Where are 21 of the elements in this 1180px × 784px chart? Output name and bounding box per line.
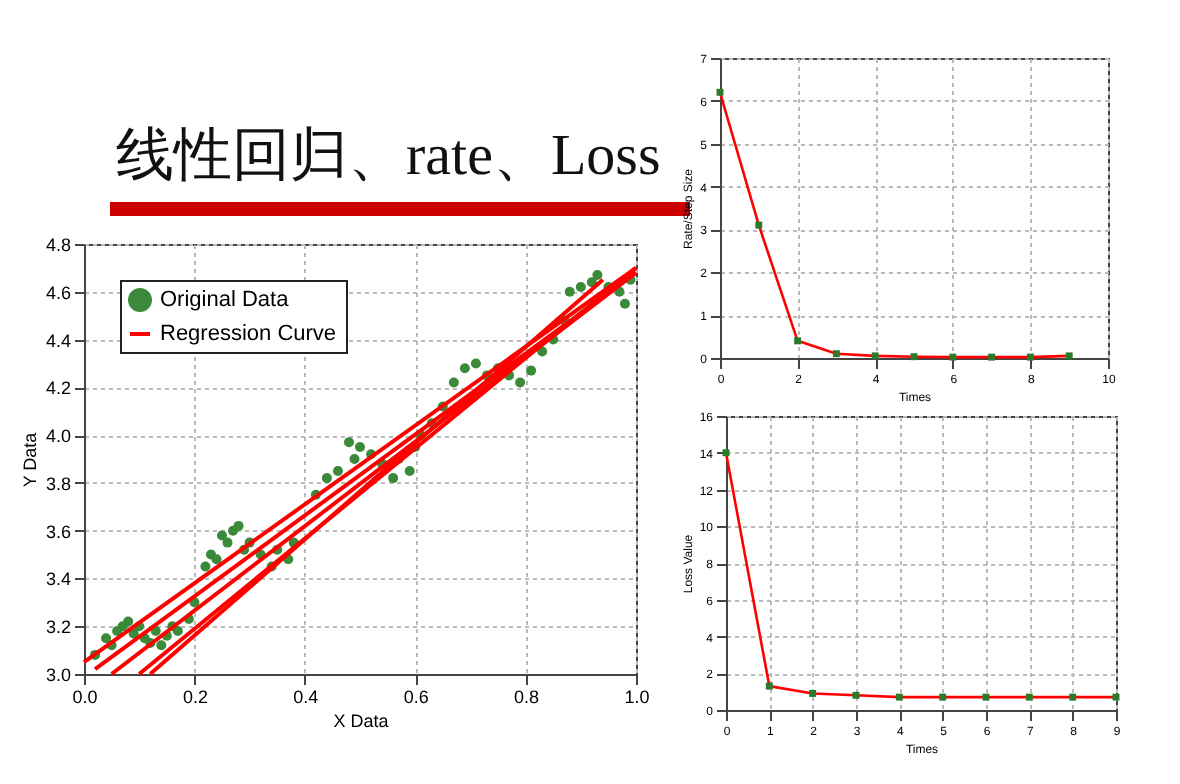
x-axis-title: X Data [333, 711, 389, 731]
y-tick-label: 4.6 [45, 282, 71, 303]
x-tick-label: 0.0 [72, 687, 98, 707]
x-tick-label: 0.2 [182, 687, 208, 707]
y-tick-label: 3.4 [45, 569, 71, 590]
y-tick-label: 4.0 [45, 426, 71, 447]
y-axis-title: Y Data [19, 432, 40, 488]
x-tick-label: 0.6 [403, 687, 429, 707]
x-tick-label: 0.4 [293, 687, 319, 707]
legend-label: Regression Curve [160, 322, 337, 346]
y-tick-label: 4.2 [45, 378, 71, 399]
x-tick-label: 0.8 [514, 687, 540, 707]
y-tick-label: 4.4 [45, 330, 71, 351]
y-tick-label: 3.8 [45, 473, 71, 494]
y-tick-label: 4.8 [45, 235, 71, 255]
y-tick-label: 3.0 [45, 665, 71, 685]
x-tick-label: 1.0 [624, 687, 650, 707]
legend-label: Original Data [160, 288, 291, 312]
y-tick-label: 3.6 [45, 521, 71, 542]
chart-title: 线性回归、rate、Loss [116, 122, 661, 192]
y-tick-label: 3.2 [45, 617, 71, 638]
